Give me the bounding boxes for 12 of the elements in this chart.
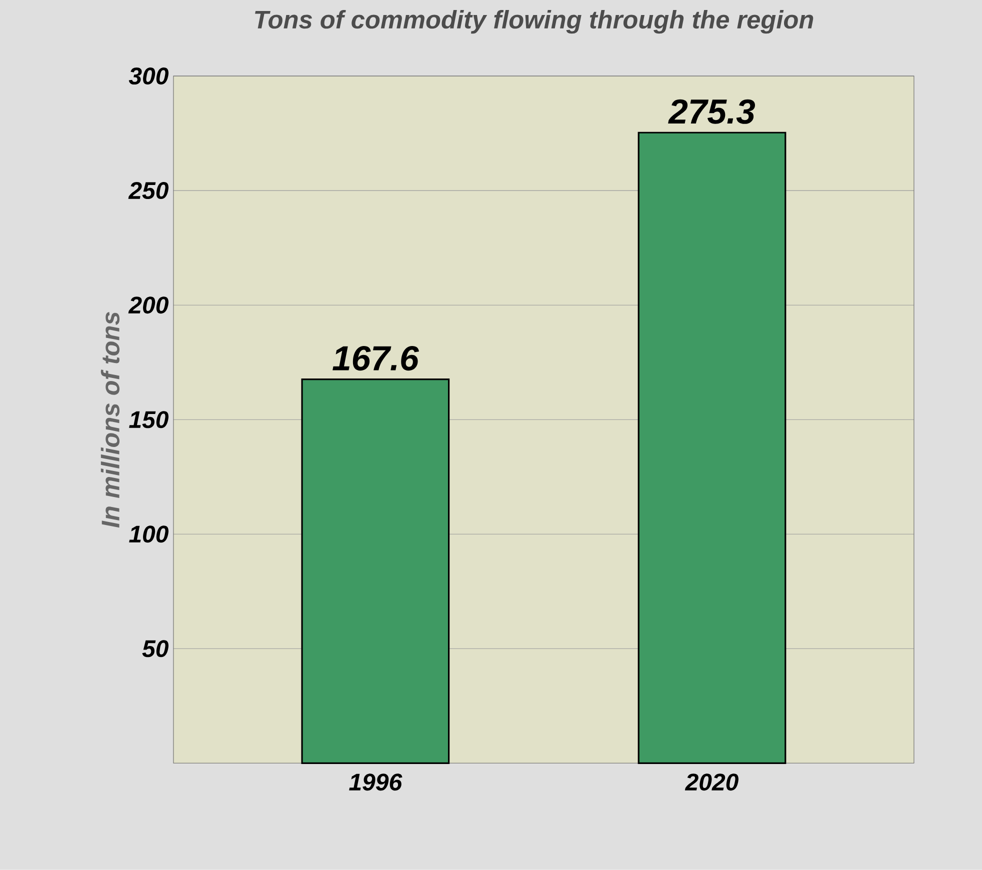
y-axis-title: In millions of tons — [100, 312, 120, 528]
x-tick-label: 2020 — [684, 774, 738, 791]
y-tick-label: 200 — [128, 296, 168, 314]
data-label: 167.6 — [332, 346, 419, 371]
y-tick-label: 50 — [142, 640, 169, 658]
y-tick-label: 150 — [129, 411, 168, 428]
chart-title: Tons of commodity flowing through the region — [255, 10, 814, 34]
data-label: 275.3 — [668, 99, 755, 124]
y-tick-label: 300 — [128, 68, 168, 85]
y-tick-label: 100 — [129, 526, 168, 543]
x-tick-label: 1996 — [349, 774, 402, 791]
y-tick-label: 250 — [128, 182, 168, 200]
